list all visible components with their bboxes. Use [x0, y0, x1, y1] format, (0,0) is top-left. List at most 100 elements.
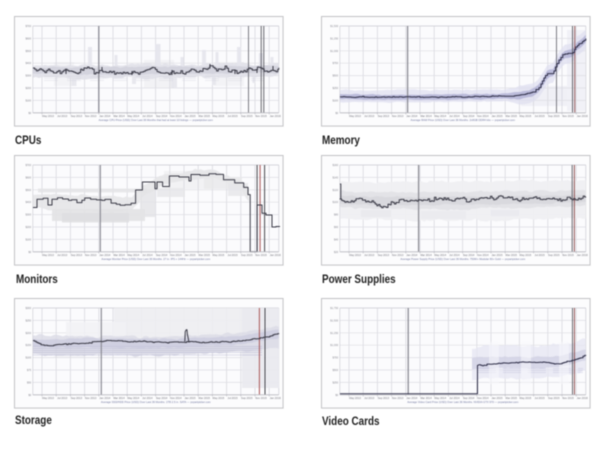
svg-text:Jul 2015: Jul 2015	[228, 253, 239, 257]
svg-text:Jul 2013: Jul 2013	[364, 114, 375, 118]
svg-text:$1,000: $1,000	[330, 49, 338, 53]
svg-text:$100: $100	[332, 200, 338, 204]
svg-text:Mar 2014: Mar 2014	[113, 114, 125, 118]
svg-text:Jan 2016: Jan 2016	[577, 396, 589, 400]
svg-text:Jul 2014: Jul 2014	[449, 396, 460, 400]
svg-text:Sep 2014: Sep 2014	[156, 396, 168, 400]
svg-text:$1,000: $1,000	[330, 343, 338, 347]
svg-text:Jul 2014: Jul 2014	[142, 396, 153, 400]
svg-text:$400: $400	[25, 200, 31, 204]
svg-text:$1,250: $1,250	[330, 36, 338, 40]
svg-text:$700: $700	[25, 24, 31, 28]
svg-text:$20: $20	[334, 250, 339, 254]
svg-text:$750: $750	[332, 356, 338, 360]
svg-text:$60: $60	[334, 225, 339, 229]
svg-text:Nov 2014: Nov 2014	[477, 114, 489, 118]
svg-text:May 2015: May 2015	[519, 253, 531, 257]
svg-text:May 2014: May 2014	[127, 114, 139, 118]
svg-text:Nov 2014: Nov 2014	[170, 396, 182, 400]
svg-text:Sep 2013: Sep 2013	[71, 114, 83, 118]
svg-text:Jul 2015: Jul 2015	[228, 114, 239, 118]
svg-text:Average Video Card Price (USD): Average Video Card Price (USD) Over Last…	[407, 400, 519, 404]
svg-text:Nov 2015: Nov 2015	[255, 114, 267, 118]
svg-text:May 2015: May 2015	[519, 396, 531, 400]
svg-text:$150: $150	[25, 343, 31, 347]
svg-text:Sep 2013: Sep 2013	[71, 396, 83, 400]
svg-text:$0: $0	[28, 393, 31, 397]
svg-text:Average SSD/HDD Price (USD) Ov: Average SSD/HDD Price (USD) Over Last 36…	[101, 400, 212, 404]
svg-text:May 2013: May 2013	[349, 114, 361, 118]
svg-text:Jan 2015: Jan 2015	[184, 253, 196, 257]
svg-text:Nov 2015: Nov 2015	[562, 253, 574, 257]
svg-text:Jan 2014: Jan 2014	[406, 396, 418, 400]
svg-text:$0: $0	[335, 111, 338, 115]
svg-text:Sep 2015: Sep 2015	[241, 114, 253, 118]
svg-text:$500: $500	[25, 49, 31, 53]
svg-text:Nov 2013: Nov 2013	[85, 253, 97, 257]
svg-text:Average Power Supply Price (US: Average Power Supply Price (USD) Over La…	[400, 257, 526, 261]
svg-text:Sep 2014: Sep 2014	[463, 253, 475, 257]
svg-text:$250: $250	[332, 86, 338, 90]
svg-text:Jul 2015: Jul 2015	[535, 114, 546, 118]
svg-text:Average Monitor Price (USD) Ov: Average Monitor Price (USD) Over Last 36…	[101, 257, 211, 261]
svg-text:May 2013: May 2013	[42, 396, 54, 400]
svg-text:Nov 2014: Nov 2014	[170, 114, 182, 118]
svg-text:Nov 2014: Nov 2014	[170, 253, 182, 257]
svg-text:Sep 2015: Sep 2015	[548, 396, 560, 400]
svg-text:Nov 2014: Nov 2014	[477, 396, 489, 400]
svg-text:Sep 2015: Sep 2015	[241, 253, 253, 257]
svg-text:Jan 2016: Jan 2016	[577, 253, 589, 257]
svg-text:$1,500: $1,500	[330, 24, 338, 28]
svg-text:$120: $120	[332, 188, 338, 192]
svg-text:$0: $0	[28, 111, 31, 115]
svg-text:$750: $750	[332, 61, 338, 65]
svg-text:Sep 2015: Sep 2015	[548, 114, 560, 118]
svg-text:Mar 2014: Mar 2014	[113, 253, 125, 257]
svg-text:$1,750: $1,750	[330, 306, 338, 310]
svg-text:May 2014: May 2014	[434, 253, 446, 257]
svg-text:$0: $0	[28, 250, 31, 254]
svg-text:$500: $500	[332, 368, 338, 372]
svg-text:Jan 2016: Jan 2016	[577, 114, 589, 118]
svg-text:Sep 2013: Sep 2013	[378, 396, 390, 400]
svg-text:Jan 2015: Jan 2015	[184, 396, 196, 400]
svg-text:$140: $140	[332, 175, 338, 179]
svg-text:$600: $600	[25, 175, 31, 179]
svg-text:$200: $200	[25, 331, 31, 335]
svg-text:$200: $200	[25, 225, 31, 229]
svg-text:$250: $250	[25, 318, 31, 322]
svg-text:$1,250: $1,250	[330, 331, 338, 335]
svg-text:Jul 2013: Jul 2013	[57, 396, 68, 400]
svg-text:Mar 2015: Mar 2015	[506, 396, 518, 400]
svg-text:May 2015: May 2015	[212, 253, 224, 257]
svg-text:Mar 2015: Mar 2015	[199, 253, 211, 257]
svg-text:May 2014: May 2014	[434, 396, 446, 400]
svg-text:Sep 2013: Sep 2013	[71, 253, 83, 257]
svg-text:Sep 2015: Sep 2015	[548, 253, 560, 257]
svg-text:May 2015: May 2015	[212, 396, 224, 400]
svg-text:Mar 2014: Mar 2014	[420, 396, 432, 400]
svg-text:Mar 2014: Mar 2014	[113, 396, 125, 400]
svg-text:Mar 2015: Mar 2015	[199, 114, 211, 118]
svg-text:Jul 2015: Jul 2015	[535, 396, 546, 400]
svg-text:Nov 2014: Nov 2014	[477, 253, 489, 257]
svg-text:Jul 2014: Jul 2014	[142, 114, 153, 118]
svg-text:Jan 2014: Jan 2014	[99, 396, 111, 400]
svg-text:$50: $50	[27, 380, 32, 384]
svg-text:Jul 2015: Jul 2015	[535, 253, 546, 257]
svg-text:Nov 2013: Nov 2013	[85, 396, 97, 400]
svg-text:$300: $300	[25, 74, 31, 78]
svg-text:Average RAM Price (USD) Over L: Average RAM Price (USD) Over Last 36 Mon…	[411, 118, 516, 122]
svg-text:Jan 2016: Jan 2016	[270, 253, 282, 257]
svg-text:$75: $75	[27, 368, 32, 372]
svg-text:Jan 2015: Jan 2015	[491, 114, 503, 118]
svg-text:May 2013: May 2013	[42, 253, 54, 257]
svg-text:Nov 2015: Nov 2015	[562, 396, 574, 400]
svg-text:Sep 2013: Sep 2013	[378, 253, 390, 257]
svg-text:Jan 2015: Jan 2015	[491, 253, 503, 257]
svg-text:Jan 2016: Jan 2016	[270, 114, 282, 118]
svg-text:$400: $400	[25, 61, 31, 65]
svg-text:$500: $500	[25, 188, 31, 192]
svg-text:$100: $100	[332, 98, 338, 102]
svg-text:Sep 2015: Sep 2015	[241, 396, 253, 400]
